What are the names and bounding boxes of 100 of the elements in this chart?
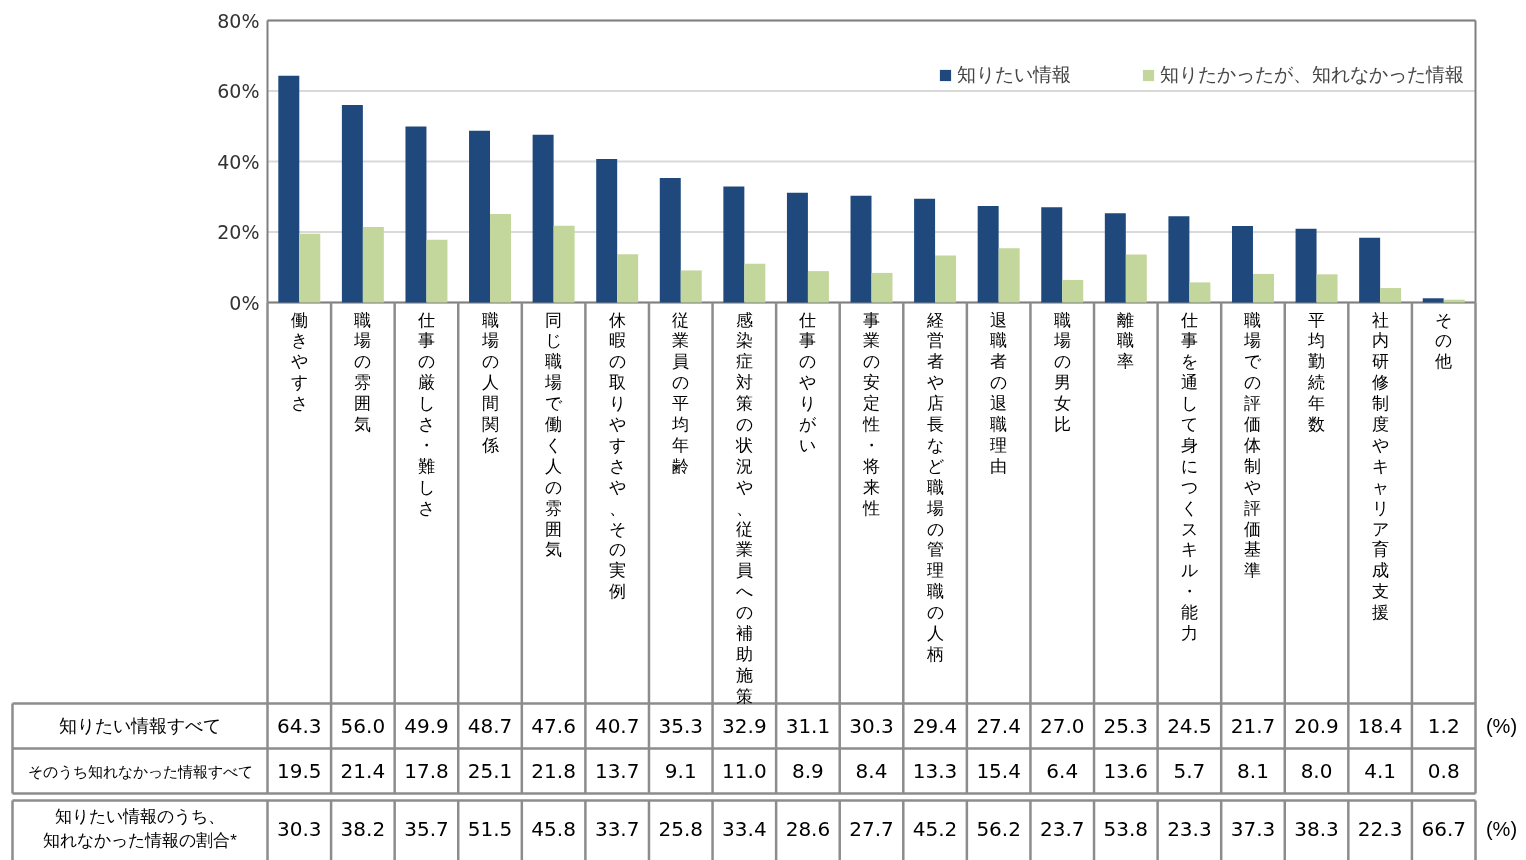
y-tick-label: 80% [217,9,260,32]
bar [362,227,384,303]
data-label: 21.8 [531,759,576,783]
data-label: 27.0 [1039,714,1085,738]
text: 27.7 [849,816,894,841]
data-label: 19.5 [277,759,322,783]
y-tick-label: 0% [229,291,260,314]
text: 30.3 [277,816,322,841]
bar [490,214,512,303]
bar [278,75,300,303]
x-tick-label: 従業員の平均年齢 [671,310,690,476]
bar [1252,273,1274,303]
x-tick-label: 仕事のやりがい [798,310,818,455]
bar [1062,279,1084,303]
text: 33.4 [722,816,767,841]
data-label: 18.4 [1357,714,1403,738]
data-label: 29.4 [912,714,958,738]
category-label: 感染症対策の状況や、従業員への補助施策 [735,310,753,706]
data-label: 31.1 [785,714,831,738]
data-label: 1.2 [1427,714,1460,738]
text: 45.2 [912,816,958,841]
bar [723,186,745,303]
text: 28.6 [785,816,831,841]
bar [596,159,618,303]
data-label: 30.3 [849,714,894,738]
bar [914,198,936,303]
category-label: 事業の安定性・将来性 [863,310,880,518]
x-tick-label: 職場の男女比 [1052,310,1071,434]
data-label: 24.5 [1167,714,1212,738]
data-label: 21.4 [340,759,386,783]
x-tick-label: 平均勤続年数 [1307,310,1326,434]
data-label: 11.0 [722,759,767,783]
text: 23.7 [1039,816,1085,841]
bar [1380,288,1402,303]
category-label: 職場での評価体制や評価基準 [1244,310,1262,581]
data-label: 4.1 [1364,759,1397,783]
data-label: 32.9 [722,714,767,738]
text: 38.2 [340,816,386,841]
data-label: 56.0 [340,714,386,738]
bar [532,134,554,303]
data-label: 15.4 [976,759,1021,783]
bar [744,263,766,303]
bar [299,233,321,303]
x-tick-label: 退職者の退職理由 [990,310,1008,476]
y-tick-label: 60% [217,80,260,102]
x-tick-label: 離職率 [1117,310,1135,372]
bar [998,248,1020,303]
bar [786,192,808,303]
legend-label: 知りたかったが、知れなかった情報 [1160,63,1464,87]
bar [1104,213,1126,303]
text: (%) [1485,817,1518,840]
data-label: 13.7 [594,759,640,783]
bar [680,270,702,303]
text: 38.3 [1294,816,1339,841]
bar [659,178,681,303]
text: そのうち知れなかった情報すべて [27,762,253,780]
bar [1422,298,1444,303]
text: 51.5 [467,816,513,841]
text: 53.8 [1103,816,1149,841]
bar [935,255,957,303]
text: 45.8 [531,816,576,841]
text: 知りたい情報すべて [59,716,221,736]
data-label: 21.7 [1230,714,1276,738]
y-tick-label: 20% [217,221,260,243]
y-tick-label: 40% [217,150,260,173]
data-label: 20.9 [1294,714,1339,738]
data-label: 35.3 [658,714,704,738]
data-label: 25.1 [467,759,513,783]
category-label: 経営者や店長など職場の管理職の人柄 [926,310,944,664]
bar [1316,274,1338,303]
text: 56.2 [976,816,1021,841]
bar [850,195,872,303]
bar [426,239,448,303]
text: 知りたい情報のうち、 [55,807,225,826]
text: (%) [1485,715,1518,737]
bar [1231,226,1253,303]
data-label: 9.1 [664,759,697,783]
bar [1189,282,1211,303]
x-tick-label: その他 [1435,310,1453,372]
bar [1359,237,1381,303]
bar [1443,299,1465,303]
text: 22.3 [1357,816,1403,841]
data-label: 6.4 [1046,759,1079,783]
text: 知れなかった情報の割合* [43,831,238,850]
legend-label: 知りたい情報 [957,63,1071,87]
category-label: 仕事の厳しさ・難しさ [417,310,435,518]
data-label: 27.4 [976,714,1021,738]
category-label: 社内研修制度やキャリア育成支援 [1371,310,1389,623]
x-tick-label: 働きやすさ [290,310,308,414]
text: 35.7 [404,816,449,841]
text: 66.7 [1421,816,1466,841]
data-label: 13.6 [1103,759,1149,783]
data-label: 8.1 [1237,759,1269,783]
text: 25.8 [658,816,704,841]
data-label: 25.3 [1103,714,1149,738]
text: 37.3 [1230,816,1276,841]
bar [1041,207,1063,303]
data-label: 49.9 [404,714,449,738]
bar [977,205,999,303]
bar [553,225,575,303]
